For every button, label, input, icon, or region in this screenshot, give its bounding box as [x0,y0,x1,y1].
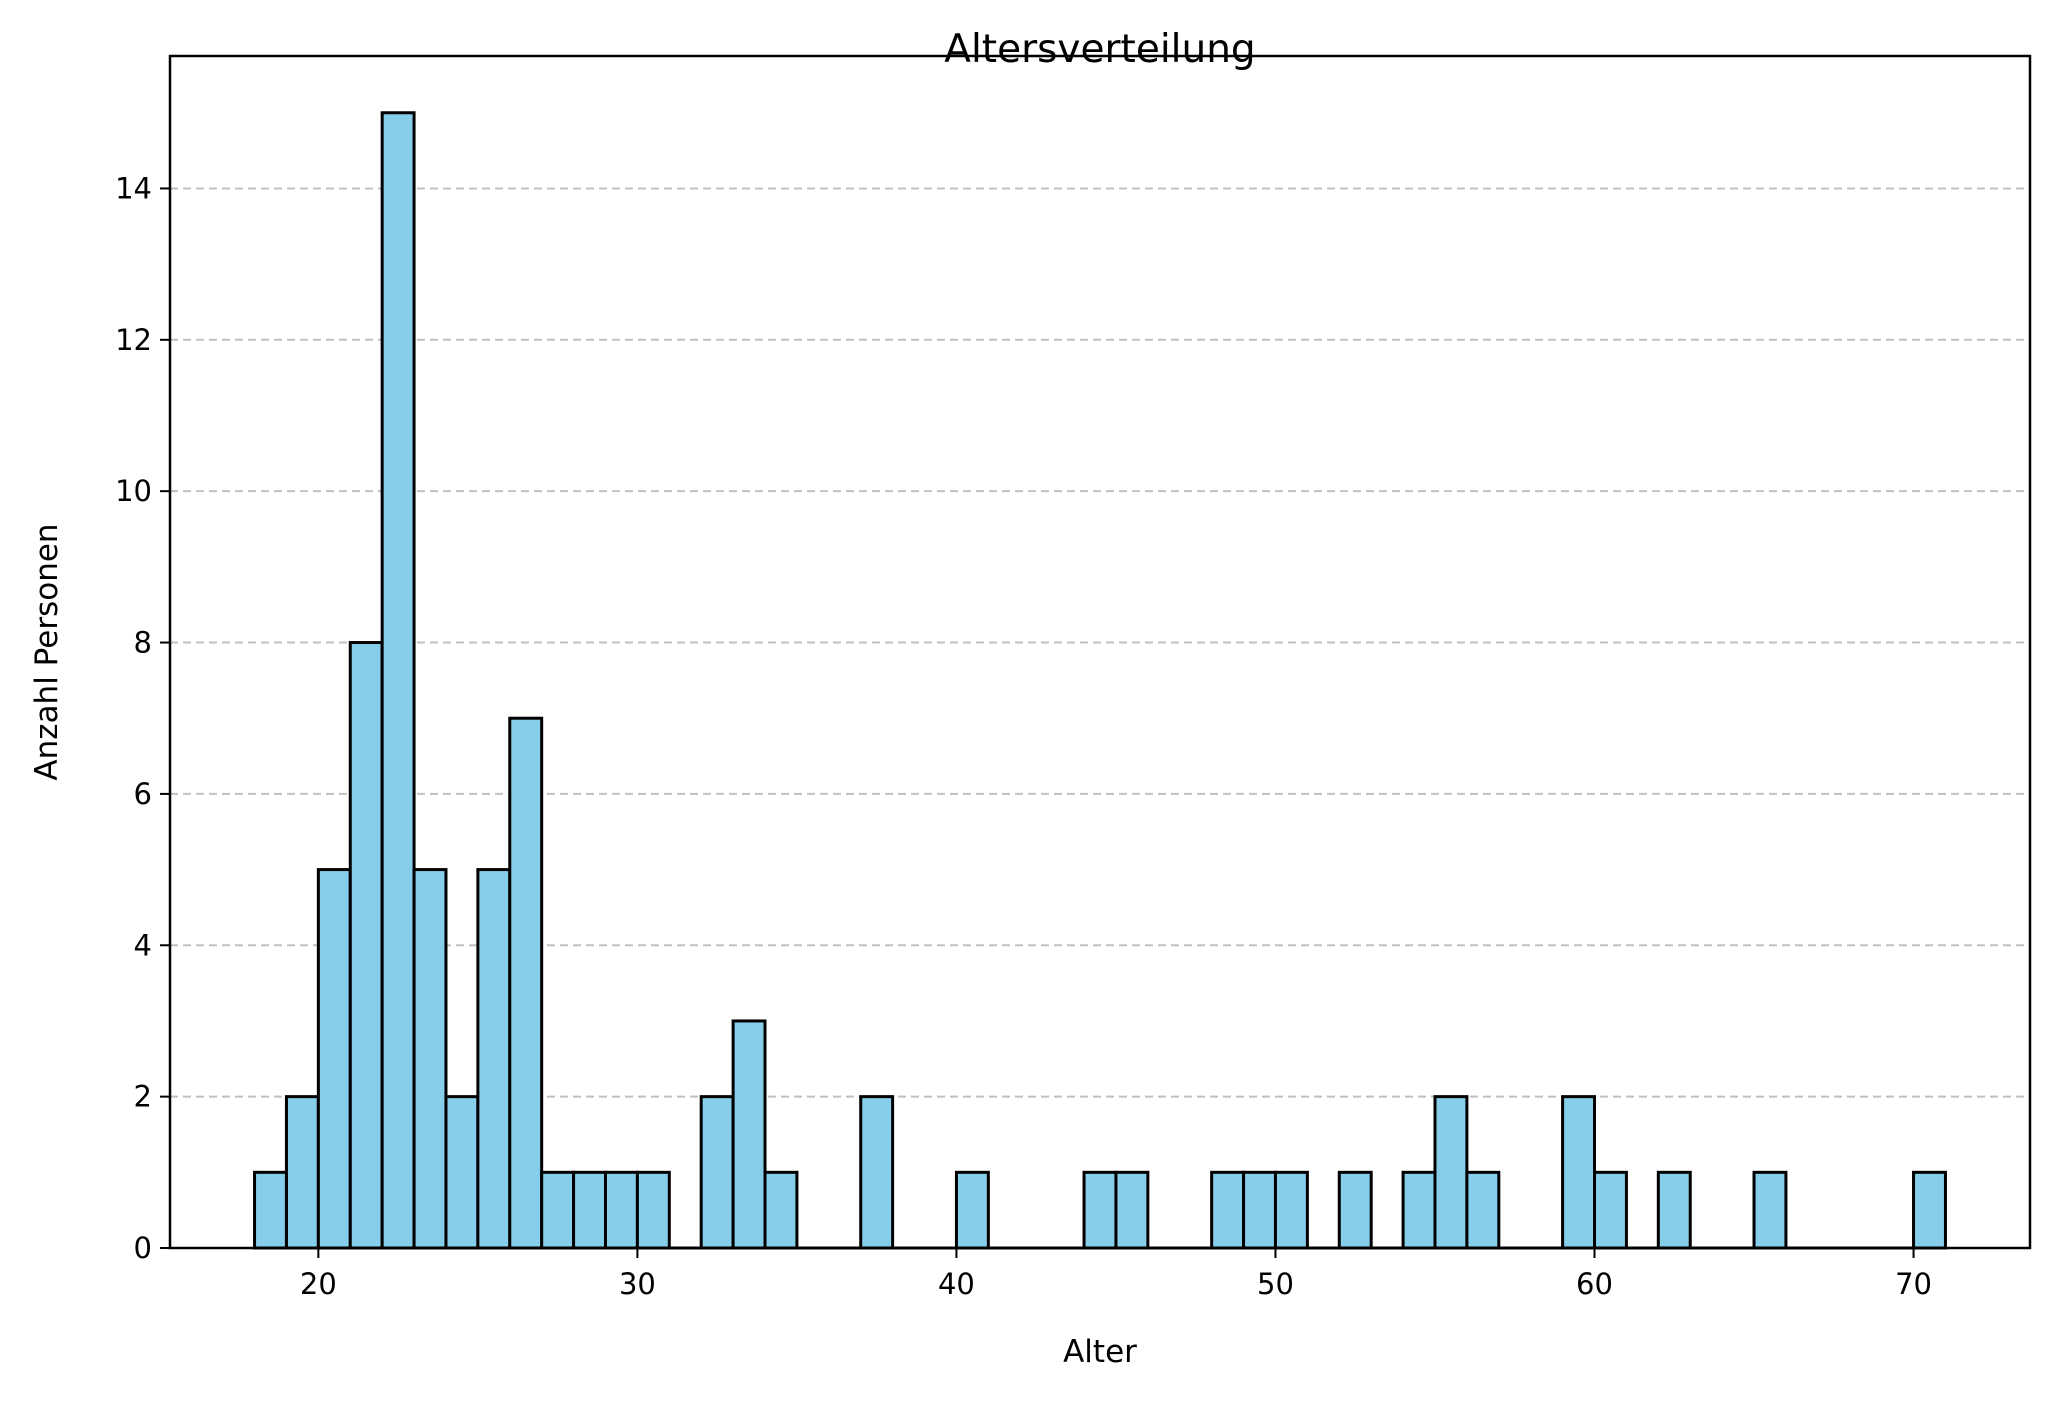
histogram-bar [1656,1170,1692,1250]
histogram-bar [1273,1170,1309,1250]
histogram-bar [380,111,416,1250]
histogram-bar [1593,1170,1628,1250]
y-tick-label: 2 [134,1080,152,1114]
x-tick-label: 50 [1257,1267,1294,1301]
histogram-bar [1433,1095,1469,1250]
y-tick-label: 4 [134,928,152,962]
y-tick-label: 12 [115,323,152,357]
histogram-bar [731,1019,767,1250]
histogram-bar [1114,1170,1150,1250]
y-tick-label: 6 [134,777,152,811]
x-tick-label: 20 [300,1267,337,1301]
histogram-bar [1401,1170,1437,1250]
histogram-bar [316,868,352,1250]
histogram-bar [572,1170,607,1250]
histogram-bar [253,1170,288,1250]
x-tick-label: 30 [619,1267,656,1301]
x-tick-label: 70 [1895,1267,1932,1301]
chart-title: Altersverteilung [944,27,1255,72]
y-grid [170,187,2030,1098]
histogram-bar [763,1170,799,1250]
y-tick-label: 14 [115,171,152,205]
histogram-bar [1210,1170,1246,1250]
histogram-bar [954,1170,990,1250]
y-tick-label: 8 [134,626,152,660]
histogram-bar [540,1170,576,1250]
plot-frame [168,54,2032,1250]
histogram-bars [253,111,1947,1250]
histogram-bar [1082,1170,1118,1250]
histogram-bar [635,1170,671,1250]
y-axis-ticks: 0 2 4 6 8 10 12 14 [115,171,170,1265]
y-tick-label: 0 [134,1231,152,1265]
y-axis-title: Anzahl Personen [29,523,65,780]
histogram-bar [1465,1170,1501,1250]
y-tick-label: 10 [115,474,152,508]
histogram-bar [859,1095,895,1250]
histogram-bar [284,1095,320,1250]
x-axis-title: Alter [1063,1334,1137,1370]
histogram-bar [699,1095,735,1250]
histogram-bar [412,868,448,1250]
histogram-bar [348,641,384,1250]
x-axis-ticks: 20 30 40 50 60 70 [300,1248,1932,1301]
histogram-bar [1752,1170,1788,1250]
histogram-bar [1242,1170,1277,1250]
histogram-bar [508,716,544,1250]
histogram-bar [1912,1170,1947,1250]
x-tick-label: 60 [1576,1267,1613,1301]
histogram-bar [1337,1170,1373,1250]
histogram-bar [1561,1095,1597,1250]
x-tick-label: 40 [938,1267,975,1301]
histogram-bar [444,1095,480,1250]
histogram-bar [476,868,512,1250]
histogram-bar [603,1170,639,1250]
